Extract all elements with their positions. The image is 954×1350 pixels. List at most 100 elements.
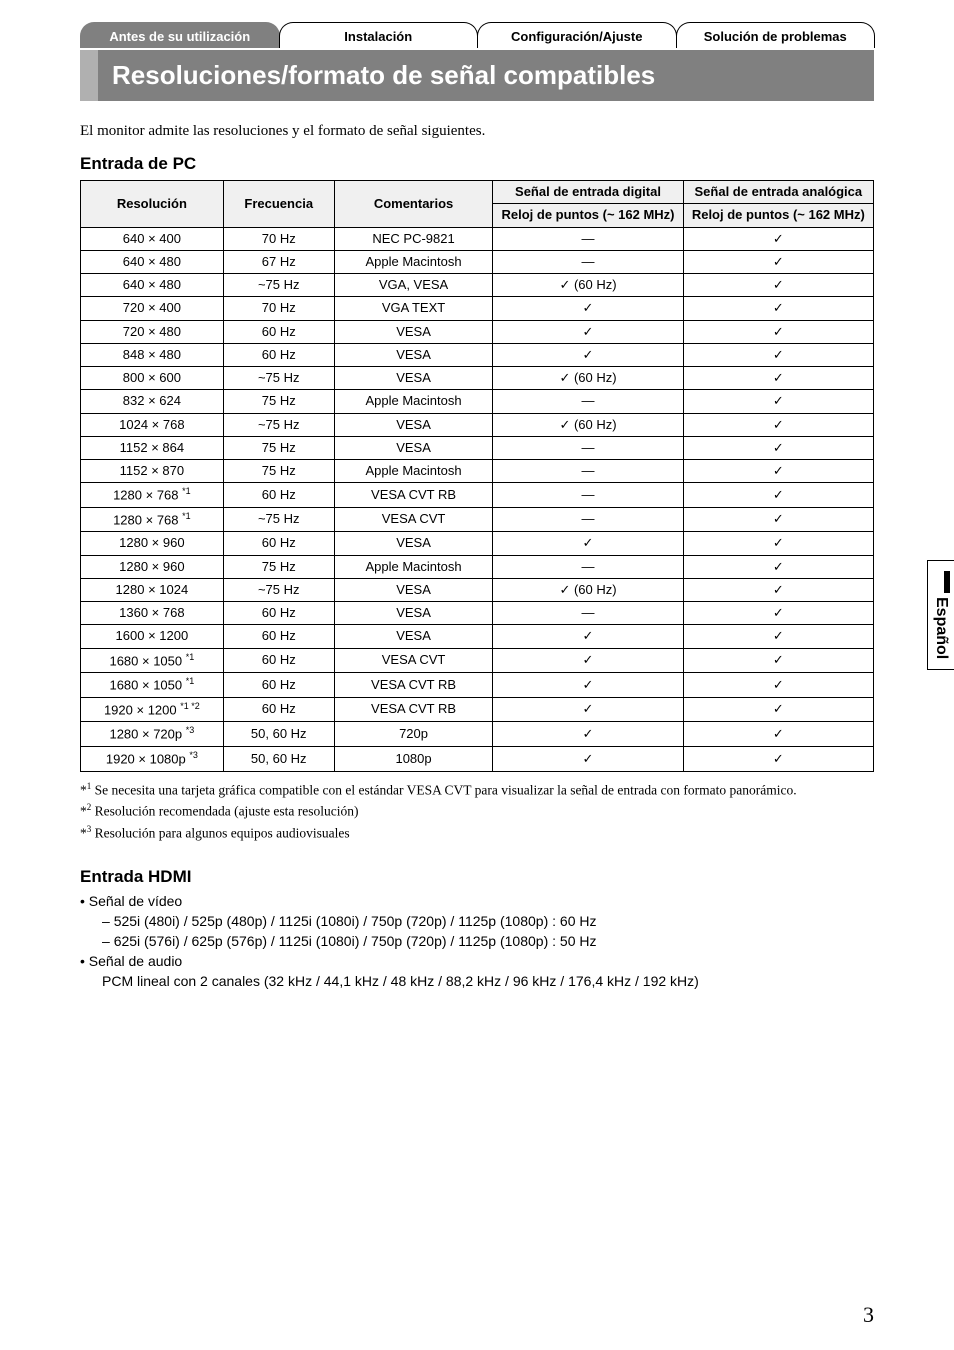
cell-resolution: 1280 × 960: [81, 555, 224, 578]
cell-comments: VESA: [334, 367, 493, 390]
cell-resolution: 1680 × 1050 *1: [81, 673, 224, 698]
pc-input-heading: Entrada de PC: [80, 154, 874, 174]
table-row: 640 × 480~75 HzVGA, VESA✓ (60 Hz)✓: [81, 274, 874, 297]
cell-resolution: 1600 × 1200: [81, 625, 224, 648]
cell-frequency: ~75 Hz: [223, 578, 334, 601]
cell-resolution: 1920 × 1200 *1 *2: [81, 697, 224, 722]
cell-digital: ✓: [493, 722, 683, 747]
cell-comments: Apple Macintosh: [334, 555, 493, 578]
cell-digital: —: [493, 390, 683, 413]
cell-frequency: 60 Hz: [223, 320, 334, 343]
table-row: 1280 × 768 *1~75 HzVESA CVT—✓: [81, 507, 874, 532]
table-row: 1680 × 1050 *160 HzVESA CVT✓✓: [81, 648, 874, 673]
th-clock-digital: Reloj de puntos (~ 162 MHz): [493, 204, 683, 227]
cell-resolution: 1280 × 1024: [81, 578, 224, 601]
table-row: 1280 × 1024~75 HzVESA✓ (60 Hz)✓: [81, 578, 874, 601]
cell-frequency: 67 Hz: [223, 250, 334, 273]
cell-digital: —: [493, 483, 683, 508]
table-row: 1600 × 120060 HzVESA✓✓: [81, 625, 874, 648]
cell-comments: VESA: [334, 436, 493, 459]
cell-comments: VESA: [334, 602, 493, 625]
cell-resolution: 640 × 400: [81, 227, 224, 250]
footnote-3: *3 Resolución para algunos equipos audio…: [80, 823, 874, 843]
cell-digital: ✓: [493, 697, 683, 722]
cell-comments: VESA CVT: [334, 507, 493, 532]
cell-digital: ✓: [493, 532, 683, 555]
cell-frequency: 60 Hz: [223, 602, 334, 625]
cell-analog: ✓: [683, 320, 873, 343]
cell-analog: ✓: [683, 483, 873, 508]
cell-resolution: 1024 × 768: [81, 413, 224, 436]
th-analog: Señal de entrada analógica: [683, 181, 873, 204]
th-clock-analog: Reloj de puntos (~ 162 MHz): [683, 204, 873, 227]
hdmi-audio-label: Señal de audio: [80, 953, 874, 969]
cell-analog: ✓: [683, 460, 873, 483]
table-row: 720 × 40070 HzVGA TEXT✓✓: [81, 297, 874, 320]
table-row: 1152 × 86475 HzVESA—✓: [81, 436, 874, 459]
cell-analog: ✓: [683, 673, 873, 698]
cell-comments: 720p: [334, 722, 493, 747]
cell-digital: ✓: [493, 746, 683, 771]
cell-digital: —: [493, 250, 683, 273]
cell-frequency: 60 Hz: [223, 625, 334, 648]
cell-comments: VGA, VESA: [334, 274, 493, 297]
tab-config[interactable]: Configuración/Ajuste: [477, 22, 677, 48]
tab-installation[interactable]: Instalación: [279, 22, 479, 48]
cell-comments: 1080p: [334, 746, 493, 771]
cell-comments: VESA CVT RB: [334, 697, 493, 722]
cell-analog: ✓: [683, 578, 873, 601]
hdmi-video-label: Señal de vídeo: [80, 893, 874, 909]
tab-before-use[interactable]: Antes de su utilización: [80, 22, 280, 48]
table-row: 720 × 48060 HzVESA✓✓: [81, 320, 874, 343]
cell-resolution: 1152 × 870: [81, 460, 224, 483]
cell-analog: ✓: [683, 274, 873, 297]
table-row: 640 × 40070 HzNEC PC-9821—✓: [81, 227, 874, 250]
cell-digital: ✓: [493, 625, 683, 648]
cell-frequency: 60 Hz: [223, 483, 334, 508]
th-comments: Comentarios: [334, 181, 493, 228]
cell-digital: ✓ (60 Hz): [493, 578, 683, 601]
table-row: 1280 × 720p *350, 60 Hz720p✓✓: [81, 722, 874, 747]
resolution-table: Resolución Frecuencia Comentarios Señal …: [80, 180, 874, 772]
cell-frequency: 60 Hz: [223, 532, 334, 555]
cell-resolution: 1920 × 1080p *3: [81, 746, 224, 771]
cell-analog: ✓: [683, 390, 873, 413]
cell-analog: ✓: [683, 555, 873, 578]
cell-analog: ✓: [683, 436, 873, 459]
cell-frequency: 50, 60 Hz: [223, 722, 334, 747]
table-row: 800 × 600~75 HzVESA✓ (60 Hz)✓: [81, 367, 874, 390]
cell-resolution: 848 × 480: [81, 343, 224, 366]
cell-resolution: 800 × 600: [81, 367, 224, 390]
cell-comments: VESA: [334, 578, 493, 601]
cell-analog: ✓: [683, 602, 873, 625]
cell-resolution: 1680 × 1050 *1: [81, 648, 224, 673]
cell-frequency: 75 Hz: [223, 390, 334, 413]
cell-digital: ✓ (60 Hz): [493, 413, 683, 436]
cell-digital: ✓: [493, 673, 683, 698]
cell-analog: ✓: [683, 367, 873, 390]
table-row: 1280 × 768 *160 HzVESA CVT RB—✓: [81, 483, 874, 508]
cell-resolution: 1152 × 864: [81, 436, 224, 459]
table-row: 1920 × 1200 *1 *260 HzVESA CVT RB✓✓: [81, 697, 874, 722]
hdmi-video-50hz: 625i (576i) / 625p (576p) / 1125i (1080i…: [102, 933, 874, 949]
cell-digital: ✓: [493, 297, 683, 320]
cell-resolution: 720 × 400: [81, 297, 224, 320]
cell-frequency: 70 Hz: [223, 227, 334, 250]
cell-frequency: ~75 Hz: [223, 274, 334, 297]
cell-resolution: 640 × 480: [81, 274, 224, 297]
cell-resolution: 1280 × 960: [81, 532, 224, 555]
tab-troubleshoot[interactable]: Solución de problemas: [676, 22, 876, 48]
page-number: 3: [863, 1302, 874, 1328]
cell-analog: ✓: [683, 227, 873, 250]
cell-comments: NEC PC-9821: [334, 227, 493, 250]
cell-resolution: 1280 × 768 *1: [81, 507, 224, 532]
table-row: 1920 × 1080p *350, 60 Hz1080p✓✓: [81, 746, 874, 771]
cell-digital: —: [493, 436, 683, 459]
cell-frequency: 60 Hz: [223, 648, 334, 673]
cell-digital: ✓: [493, 343, 683, 366]
footnotes: *1 Se necesita una tarjeta gráfica compa…: [80, 780, 874, 843]
cell-resolution: 1280 × 720p *3: [81, 722, 224, 747]
cell-digital: —: [493, 507, 683, 532]
tab-bar: Antes de su utilización Instalación Conf…: [80, 16, 874, 48]
table-row: 848 × 48060 HzVESA✓✓: [81, 343, 874, 366]
